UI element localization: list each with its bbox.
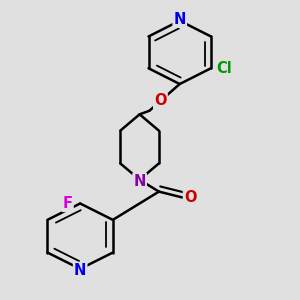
Text: N: N: [134, 174, 146, 189]
Text: Cl: Cl: [216, 61, 232, 76]
Text: F: F: [63, 196, 73, 211]
Text: O: O: [184, 190, 197, 205]
Text: N: N: [74, 263, 86, 278]
Text: N: N: [173, 12, 186, 27]
Text: O: O: [154, 94, 167, 109]
